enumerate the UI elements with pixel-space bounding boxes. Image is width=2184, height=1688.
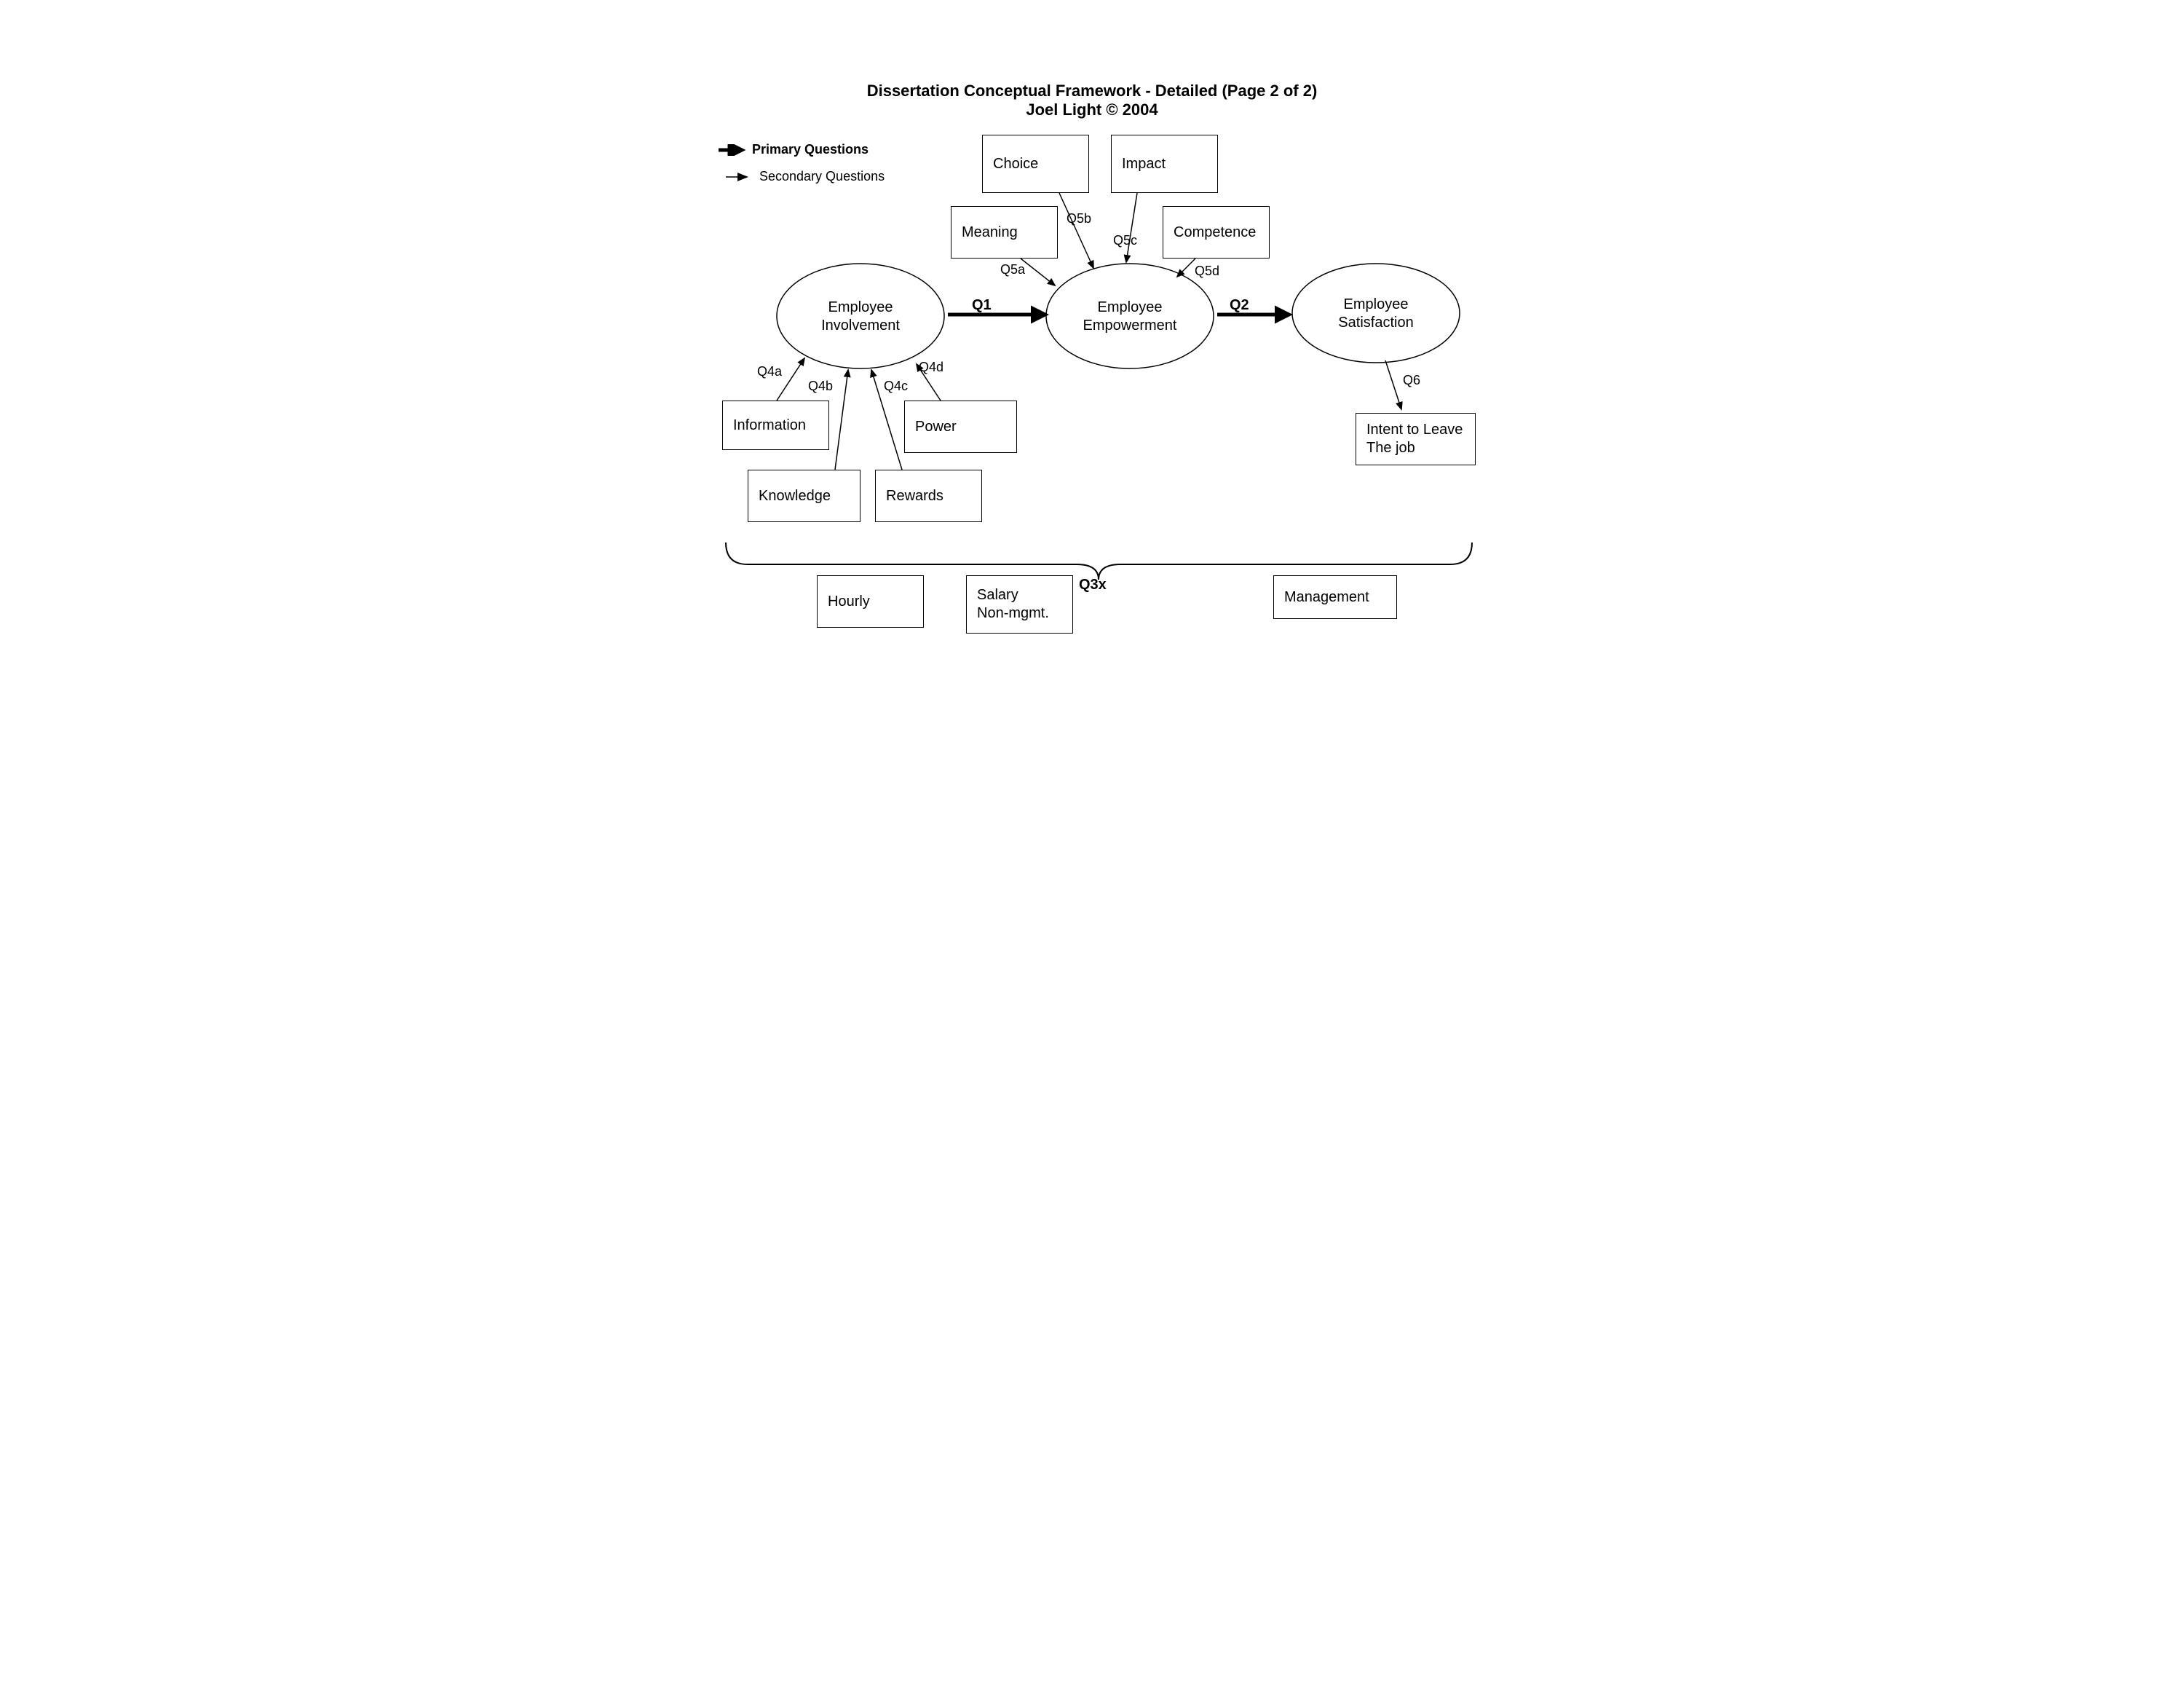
node-hourly-label: Hourly: [828, 593, 870, 611]
node-intent: Intent to Leave The job: [1356, 413, 1476, 465]
node-involvement: Employee Involvement: [777, 264, 944, 368]
node-salary-label: Salary Non-mgmt.: [977, 586, 1049, 623]
node-power: Power: [904, 401, 1017, 453]
legend-primary-arrow-icon: [719, 144, 748, 156]
node-choice: Choice: [982, 135, 1089, 193]
node-intent-label: Intent to Leave The job: [1366, 421, 1463, 457]
node-competence-label: Competence: [1174, 224, 1256, 242]
edge-label-q4d: Q4d: [919, 360, 943, 375]
node-power-label: Power: [915, 418, 957, 436]
edge-label-q5a: Q5a: [1000, 262, 1025, 277]
edge-label-q4b: Q4b: [808, 379, 833, 394]
node-choice-label: Choice: [993, 155, 1038, 173]
node-information-label: Information: [733, 417, 806, 435]
brace-label-q3x: Q3x: [1079, 577, 1107, 593]
edge-label-q5d: Q5d: [1195, 264, 1219, 279]
legend-primary-label: Primary Questions: [752, 142, 869, 157]
node-impact: Impact: [1111, 135, 1218, 193]
diagram-title-line1: Dissertation Conceptual Framework - Deta…: [653, 82, 1531, 100]
node-management-label: Management: [1284, 588, 1369, 607]
node-satisfaction: Employee Satisfaction: [1292, 264, 1460, 363]
node-knowledge: Knowledge: [748, 470, 860, 522]
node-involvement-label: Employee Involvement: [777, 299, 944, 335]
edge-label-q5c: Q5c: [1113, 233, 1137, 248]
node-meaning: Meaning: [951, 206, 1058, 259]
legend-secondary: Secondary Questions: [726, 169, 885, 184]
legend-secondary-label: Secondary Questions: [759, 169, 885, 184]
node-hourly: Hourly: [817, 575, 924, 628]
node-satisfaction-label: Employee Satisfaction: [1292, 296, 1460, 332]
node-information: Information: [722, 401, 829, 450]
node-empowerment-label: Employee Empowerment: [1046, 299, 1214, 335]
node-rewards: Rewards: [875, 470, 982, 522]
node-rewards-label: Rewards: [886, 487, 943, 505]
node-meaning-label: Meaning: [962, 224, 1018, 242]
node-empowerment: Employee Empowerment: [1046, 264, 1214, 368]
edge-label-q5b: Q5b: [1067, 211, 1091, 226]
node-impact-label: Impact: [1122, 155, 1166, 173]
edge-label-q4c: Q4c: [884, 379, 908, 394]
node-management: Management: [1273, 575, 1397, 619]
edge-label-q6: Q6: [1403, 373, 1420, 388]
legend-secondary-arrow-icon: [726, 172, 755, 182]
node-knowledge-label: Knowledge: [759, 487, 831, 505]
edge-label-q1: Q1: [972, 297, 992, 314]
diagram-title-line2: Joel Light © 2004: [653, 100, 1531, 119]
legend-primary: Primary Questions: [719, 142, 869, 157]
node-competence: Competence: [1163, 206, 1270, 259]
node-salary: Salary Non-mgmt.: [966, 575, 1073, 634]
edge-label-q2: Q2: [1230, 297, 1249, 314]
edge-label-q4a: Q4a: [757, 364, 782, 379]
